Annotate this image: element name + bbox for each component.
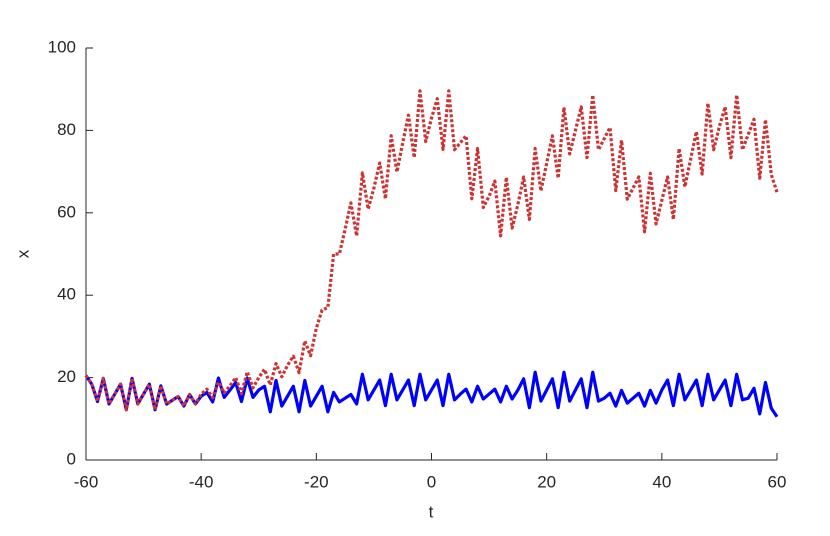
x-tick-label: 0: [427, 472, 436, 491]
y-axis-label: x: [13, 249, 32, 258]
y-tick-label: 0: [67, 449, 76, 468]
series-line: [84, 89, 779, 412]
y-tick-label: 80: [57, 120, 76, 139]
x-tick-label: 60: [768, 472, 787, 491]
y-tick-label: 40: [57, 285, 76, 304]
x-tick-label: -20: [304, 472, 329, 491]
x-tick-label: 20: [537, 472, 556, 491]
x-tick-label: -60: [74, 472, 99, 491]
x-axis-label: t: [429, 502, 434, 521]
x-tick-label: 40: [652, 472, 671, 491]
x-tick-label: -40: [189, 472, 214, 491]
y-tick-label: 100: [48, 37, 76, 56]
y-tick-label: 20: [57, 367, 76, 386]
y-tick-label: 60: [57, 202, 76, 221]
